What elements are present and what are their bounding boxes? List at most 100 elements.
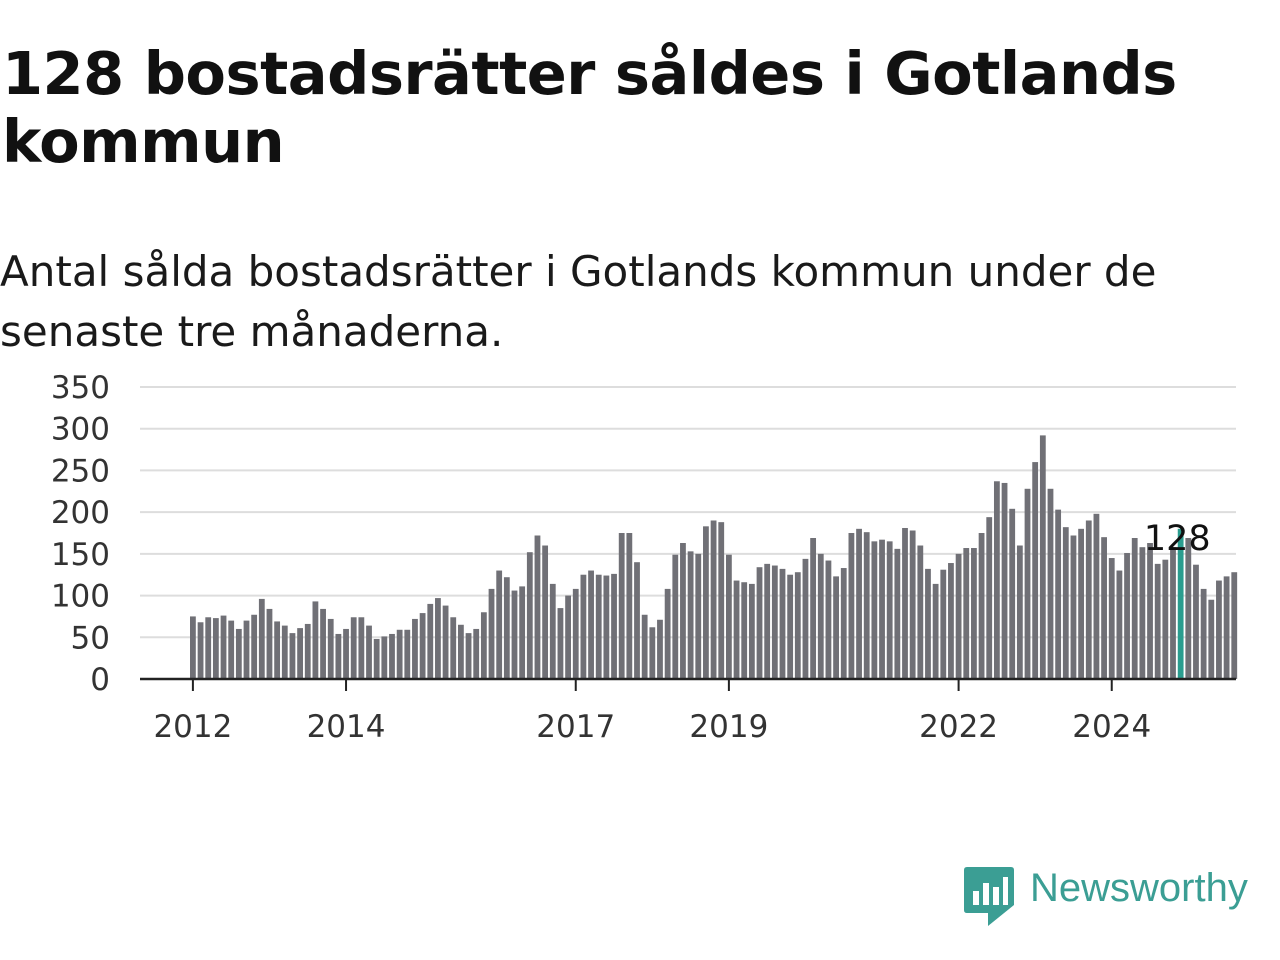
bar (902, 527, 908, 679)
bar (917, 545, 924, 679)
bar (771, 565, 778, 679)
bar (986, 517, 993, 679)
bar (1208, 599, 1215, 679)
logo-text: Newsworthy (1030, 866, 1248, 910)
bar (358, 617, 365, 679)
bar (848, 533, 855, 679)
bar (281, 625, 288, 679)
annotations: 128 (1144, 519, 1211, 559)
bar (435, 598, 441, 679)
x-tick-label: 2022 (919, 709, 998, 745)
bar (289, 633, 296, 679)
bar (993, 481, 1000, 679)
bar (925, 568, 931, 679)
bar (1231, 572, 1238, 679)
bar (909, 530, 916, 679)
bar (304, 623, 311, 679)
bar (718, 522, 725, 679)
y-tick-label: 250 (51, 453, 110, 489)
bar (764, 563, 771, 679)
bar (1185, 538, 1192, 679)
bar (1147, 543, 1153, 679)
bar (312, 601, 319, 679)
bar (1062, 527, 1069, 679)
x-tick-label: 2012 (153, 709, 232, 745)
bar (1200, 588, 1207, 679)
bar (634, 562, 640, 679)
bar (526, 552, 533, 679)
bar (320, 608, 326, 679)
bar (1162, 559, 1169, 679)
bar (1093, 513, 1100, 679)
bar (963, 548, 970, 679)
bar (1016, 545, 1023, 679)
bar (1170, 547, 1176, 679)
y-tick-label: 150 (51, 537, 110, 573)
bar (955, 553, 962, 679)
x-axis (140, 677, 1236, 691)
bar (886, 541, 893, 679)
bar (948, 563, 954, 679)
bar (511, 590, 518, 679)
bar (580, 574, 587, 679)
bar (932, 583, 939, 679)
bar (274, 621, 281, 679)
chart-subtitle: Antal sålda bostadsrätter i Gotlands kom… (0, 247, 1157, 356)
bar (1124, 553, 1130, 679)
x-tick-label: 2014 (307, 709, 386, 745)
bar (243, 620, 250, 679)
bar (802, 558, 809, 679)
bar (611, 573, 617, 679)
bar (1070, 535, 1077, 679)
bar (595, 574, 602, 679)
bar (534, 535, 541, 679)
bar (695, 553, 702, 679)
bar (1216, 580, 1222, 679)
highlight-bar (1177, 528, 1184, 679)
bar (457, 624, 464, 679)
bar (703, 526, 709, 679)
highlight-value-label: 128 (1144, 519, 1211, 559)
bar (1009, 508, 1016, 679)
bar (618, 533, 625, 679)
bar (1078, 528, 1085, 679)
bar (1085, 520, 1092, 679)
bar (710, 520, 717, 679)
bar (373, 638, 380, 679)
bar (588, 570, 594, 679)
bar (787, 574, 794, 679)
bar (894, 548, 901, 679)
bar (465, 633, 472, 679)
bar (833, 576, 839, 679)
bar (794, 572, 801, 679)
bar (1223, 576, 1230, 679)
bar (741, 582, 748, 679)
bar (603, 575, 610, 679)
bar (549, 583, 556, 679)
bar (542, 545, 549, 679)
bar (825, 560, 832, 679)
y-axis-labels: 0 50 100 150 200 250 300 350 (51, 370, 110, 698)
bar (871, 541, 878, 679)
bar (879, 539, 885, 679)
bar (473, 628, 480, 679)
bar (266, 608, 273, 679)
bar (297, 628, 303, 679)
bar (1193, 564, 1199, 679)
bar (442, 605, 449, 679)
bar (1131, 538, 1138, 679)
bar (1055, 509, 1062, 679)
bar (626, 533, 633, 679)
bar (672, 554, 679, 679)
bar (810, 538, 817, 679)
bar (1039, 435, 1046, 679)
bar (817, 553, 824, 679)
chart-title: 128 bostadsrätter såldes i Gotlands komm… (2, 39, 1177, 176)
bar (235, 628, 242, 679)
bar (725, 554, 732, 679)
bar (840, 568, 847, 679)
bar (1108, 558, 1115, 679)
bar (412, 618, 418, 679)
bar (419, 613, 426, 679)
